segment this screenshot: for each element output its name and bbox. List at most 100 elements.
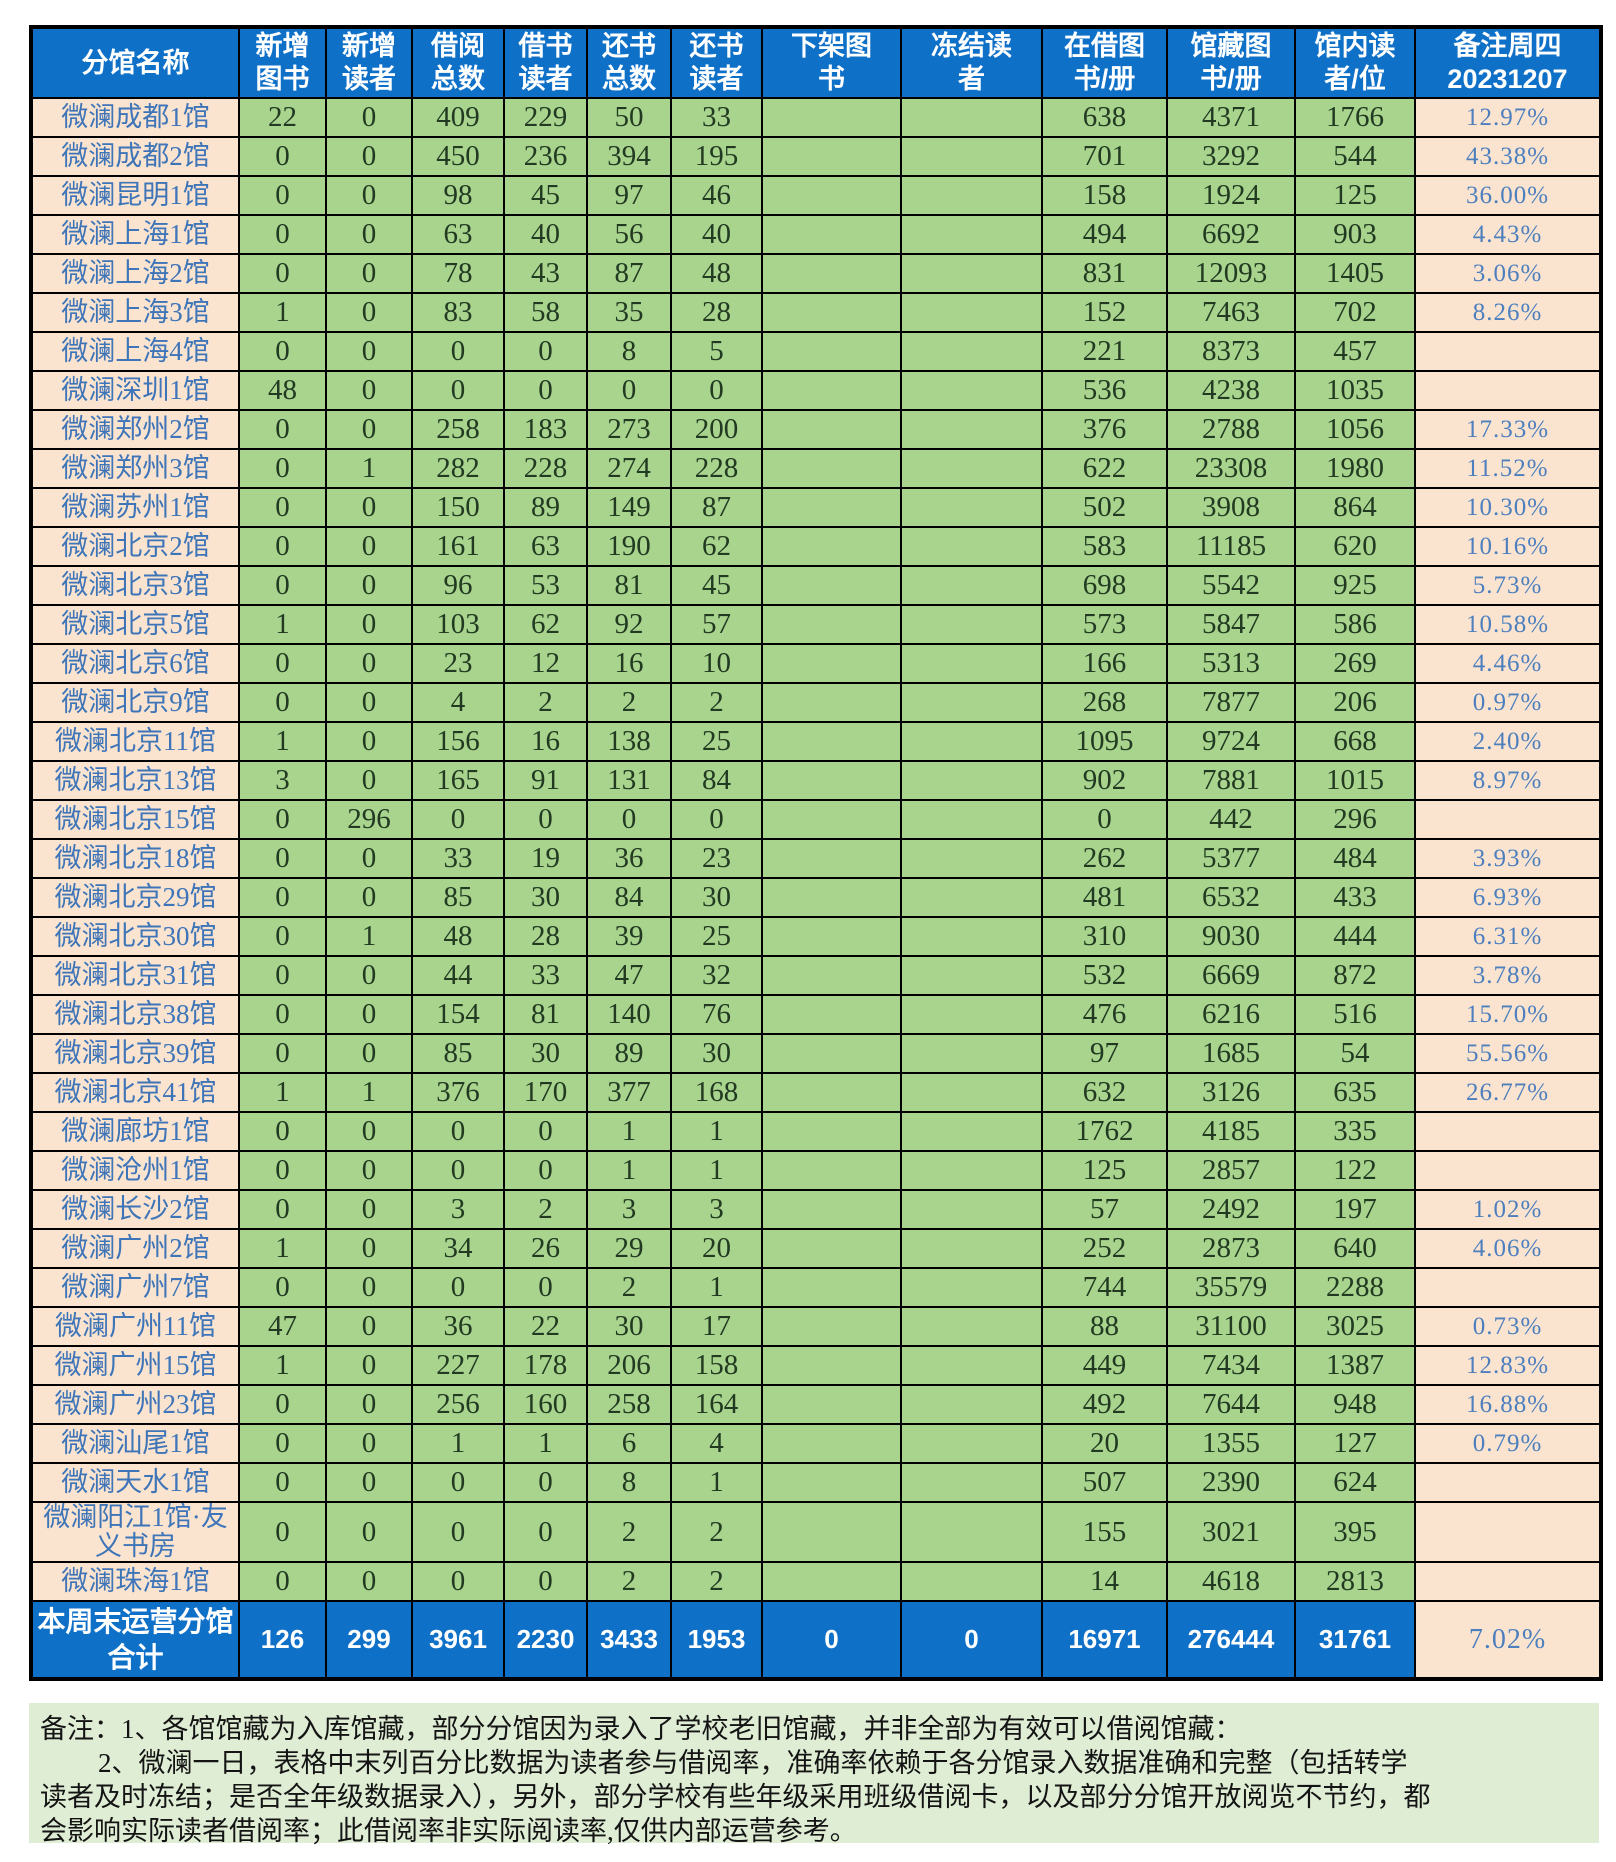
branch-name-cell: 微澜沧州1馆: [30, 1150, 240, 1191]
table-header: 分馆名称 新增 图书 新增 读者 借阅 总数 借书 读者 还书 总数 还书 读者 下架图书冻结读者在借图书…: [30, 26, 1602, 99]
stat-cell-return-total: 1: [586, 1111, 672, 1152]
stat-cell-on-loan-books: 0: [1041, 799, 1168, 840]
stat-cell-on-loan-books: 536: [1041, 370, 1168, 411]
stat-cell-return-total: 92: [586, 604, 672, 645]
stat-cell-new-books: 0: [238, 253, 327, 294]
stat-cell-collection-books: 11185: [1166, 526, 1296, 567]
stat-cell-return-readers: 1: [670, 1267, 763, 1308]
stat-cell-frozen-readers: [900, 565, 1043, 606]
branch-name-cell: 微澜广州23馆: [30, 1384, 240, 1425]
stat-cell-removed-books: [761, 955, 902, 996]
stat-cell-borrow-total: 34: [411, 1228, 505, 1269]
stat-cell-new-books: 0: [238, 1384, 327, 1425]
stat-cell-on-loan-books: 573: [1041, 604, 1168, 645]
stat-cell-return-total: 2: [586, 1501, 672, 1563]
stat-cell-borrow-total: 161: [411, 526, 505, 567]
stat-cell-new-readers: 0: [325, 643, 413, 684]
stat-cell-return-total: 0: [586, 370, 672, 411]
stat-cell-collection-books: 7434: [1166, 1345, 1296, 1386]
stat-cell-frozen-readers: [900, 799, 1043, 840]
stat-cell-return-readers: 40: [670, 214, 763, 255]
stat-cell-new-readers: 0: [325, 1150, 413, 1191]
stat-cell-in-library-readers: 516: [1294, 994, 1416, 1035]
stat-cell-on-loan-books: 376: [1041, 409, 1168, 450]
remark-percentage-cell: 55.56%: [1414, 1033, 1602, 1074]
branch-stats-table: 分馆名称 新增 图书 新增 读者 借阅 总数 借书 读者 还书 总数 还书 读者 下架图书冻结读者在借图书…: [29, 25, 1603, 1681]
branch-name-cell: 微澜广州2馆: [30, 1228, 240, 1269]
column-header-branch: 分馆名称: [30, 26, 240, 99]
total-stat-cell-return-total: 3433: [586, 1600, 672, 1680]
stat-cell-removed-books: [761, 1345, 902, 1386]
stat-cell-borrow-readers: 12: [503, 643, 588, 684]
remark-percentage-cell: [1414, 1462, 1602, 1503]
branch-name-cell: 微澜广州15馆: [30, 1345, 240, 1386]
stat-cell-return-total: 2: [586, 1561, 672, 1602]
branch-name-cell: 微澜深圳1馆: [30, 370, 240, 411]
stat-cell-frozen-readers: [900, 487, 1043, 528]
table-row: 微澜上海2馆 0 0 78 43 87 48 831 12093 1405 3.06%: [30, 253, 1602, 294]
stat-cell-new-books: 0: [238, 1150, 327, 1191]
stat-cell-new-readers: 0: [325, 1228, 413, 1269]
stat-cell-on-loan-books: 507: [1041, 1462, 1168, 1503]
branch-name-cell: 微澜北京30馆: [30, 916, 240, 957]
stat-cell-borrow-readers: 0: [503, 370, 588, 411]
table-row: 微澜昆明1馆 0 0 98 45 97 46 158 1924 125 36.00%: [30, 175, 1602, 216]
stat-cell-return-total: 149: [586, 487, 672, 528]
stat-cell-new-books: 0: [238, 487, 327, 528]
stat-cell-return-total: 35: [586, 292, 672, 333]
stat-cell-return-total: 2: [586, 682, 672, 723]
stat-cell-in-library-readers: 296: [1294, 799, 1416, 840]
stat-cell-return-total: 131: [586, 760, 672, 801]
stat-cell-new-readers: 0: [325, 1384, 413, 1425]
stat-cell-collection-books: 12093: [1166, 253, 1296, 294]
column-header-text: 图书: [255, 64, 310, 94]
stat-cell-on-loan-books: 14: [1041, 1561, 1168, 1602]
stat-cell-return-total: 1: [586, 1150, 672, 1191]
stat-cell-borrow-total: 78: [411, 253, 505, 294]
remark-percentage-cell: 17.33%: [1414, 409, 1602, 450]
stat-cell-return-readers: 3: [670, 1189, 763, 1230]
branch-name-cell: 微澜北京38馆: [30, 994, 240, 1035]
stat-cell-collection-books: 7881: [1166, 760, 1296, 801]
stat-cell-in-library-readers: 586: [1294, 604, 1416, 645]
table-row: 微澜北京41馆 1 1 376 170 377 168 632 3126 635 26.77%: [30, 1072, 1602, 1113]
stat-cell-frozen-readers: [900, 1462, 1043, 1503]
stat-cell-removed-books: [761, 643, 902, 684]
stat-cell-collection-books: 4185: [1166, 1111, 1296, 1152]
stat-cell-borrow-total: 227: [411, 1345, 505, 1386]
stat-cell-new-books: 1: [238, 604, 327, 645]
stat-cell-borrow-readers: 178: [503, 1345, 588, 1386]
stat-cell-frozen-readers: [900, 292, 1043, 333]
column-header-text: 在借图: [1064, 31, 1145, 61]
stat-cell-frozen-readers: [900, 838, 1043, 879]
stat-cell-on-loan-books: 902: [1041, 760, 1168, 801]
stat-cell-in-library-readers: 635: [1294, 1072, 1416, 1113]
header-row: 分馆名称 新增 图书 新增 读者 借阅 总数 借书 读者 还书 总数 还书 读者 下架图书冻结读者在借图书…: [30, 26, 1602, 99]
stat-cell-borrow-total: 48: [411, 916, 505, 957]
branch-name-cell: 微澜北京31馆: [30, 955, 240, 996]
stat-cell-on-loan-books: 481: [1041, 877, 1168, 918]
stat-cell-return-readers: 158: [670, 1345, 763, 1386]
branch-name-cell: 微澜上海2馆: [30, 253, 240, 294]
branch-name-cell: 微澜北京18馆: [30, 838, 240, 879]
branch-name-cell: 微澜广州7馆: [30, 1267, 240, 1308]
remark-percentage-cell: [1414, 1561, 1602, 1602]
stat-cell-collection-books: 3908: [1166, 487, 1296, 528]
stat-cell-borrow-total: 44: [411, 955, 505, 996]
stat-cell-return-total: 47: [586, 955, 672, 996]
stat-cell-frozen-readers: [900, 1423, 1043, 1464]
table-row: 微澜汕尾1馆 0 0 1 1 6 4 20 1355 127 0.79%: [30, 1423, 1602, 1464]
stat-cell-collection-books: 6216: [1166, 994, 1296, 1035]
stat-cell-frozen-readers: [900, 253, 1043, 294]
stat-cell-return-total: 29: [586, 1228, 672, 1269]
stat-cell-new-readers: 0: [325, 253, 413, 294]
stat-cell-in-library-readers: 433: [1294, 877, 1416, 918]
table-row: 微澜北京6馆 0 0 23 12 16 10 166 5313 269 4.46%: [30, 643, 1602, 684]
stat-cell-in-library-readers: 1766: [1294, 97, 1416, 138]
stat-cell-new-readers: 0: [325, 1267, 413, 1308]
remark-percentage-cell: 0.79%: [1414, 1423, 1602, 1464]
stat-cell-collection-books: 442: [1166, 799, 1296, 840]
stat-cell-removed-books: [761, 760, 902, 801]
stat-cell-new-books: 0: [238, 136, 327, 177]
stat-cell-in-library-readers: 127: [1294, 1423, 1416, 1464]
